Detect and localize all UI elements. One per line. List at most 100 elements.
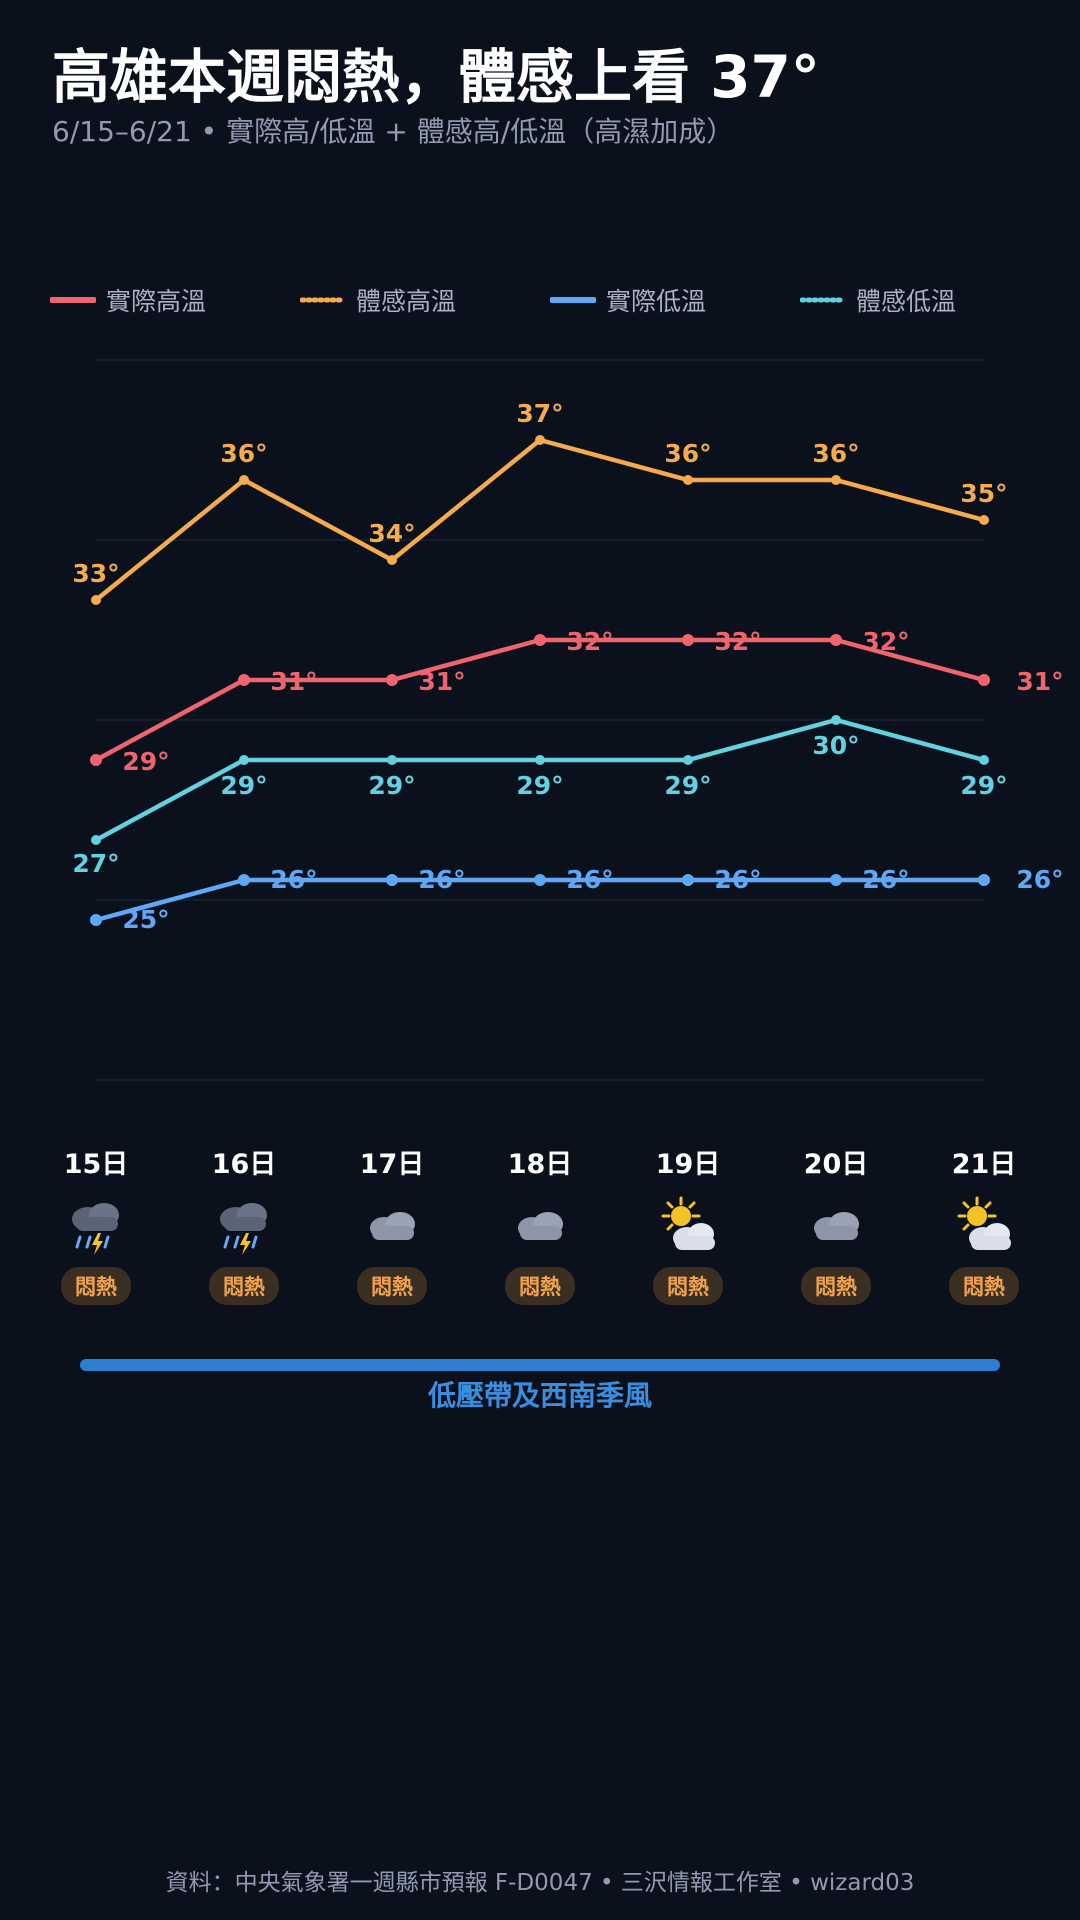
data-label-feels_low: 29° [368, 771, 415, 800]
day-column: 19日悶熱 [628, 1145, 748, 1305]
data-point-actual_high [682, 634, 694, 646]
data-label-feels_high: 36° [664, 439, 711, 468]
data-point-feels_high [831, 475, 841, 485]
legend-item-actual-high: 實際高溫 [50, 280, 206, 320]
day-label: 15日 [63, 1149, 129, 1180]
weather-system-band [80, 1359, 1000, 1371]
data-point-feels_high [91, 595, 101, 605]
data-point-feels_low [683, 755, 693, 765]
data-point-actual_high [238, 674, 250, 686]
data-point-feels_low [91, 835, 101, 845]
data-label-actual_low: 26° [714, 865, 761, 894]
day-column: 20日悶熱 [776, 1145, 896, 1305]
data-point-actual_low [238, 874, 250, 886]
day-column: 17日悶熱 [332, 1145, 452, 1305]
data-point-feels_high [239, 475, 249, 485]
data-label-actual_high: 32° [862, 627, 909, 656]
page-title: 高雄本週悶熱，體感上看 37° [52, 43, 820, 111]
condition-badge: 悶熱 [505, 1267, 575, 1305]
data-label-actual_low: 26° [270, 865, 317, 894]
data-label-feels_low: 30° [812, 731, 859, 760]
data-point-actual_low [830, 874, 842, 886]
data-label-actual_low: 25° [122, 905, 169, 934]
legend-item-actual-low: 實際低溫 [550, 280, 706, 320]
data-label-actual_high: 31° [418, 667, 465, 696]
data-label-actual_high: 32° [566, 627, 613, 656]
condition-badge: 悶熱 [61, 1267, 131, 1305]
temperature-line-chart: 29° 31° 31° 32° 32° 32° 31° 33° 36° 34° 37° 36° 36° 3… [72, 359, 1064, 1081]
data-label-actual_high: 31° [270, 667, 317, 696]
data-label-actual_low: 26° [566, 865, 613, 894]
day-label: 19日 [655, 1149, 721, 1180]
partly-sunny-icon [924, 1191, 1044, 1261]
legend-swatch-actual-high [50, 297, 96, 303]
cloud-icon [332, 1191, 452, 1261]
cloud-icon [480, 1191, 600, 1261]
data-point-feels_high [979, 515, 989, 525]
condition-badge: 悶熱 [357, 1267, 427, 1305]
data-point-feels_high [683, 475, 693, 485]
data-label-feels_high: 36° [220, 439, 267, 468]
data-label-actual_high: 31° [1016, 667, 1063, 696]
data-point-actual_high [830, 634, 842, 646]
day-label: 18日 [507, 1149, 573, 1180]
data-point-feels_high [535, 435, 545, 445]
data-point-actual_high [386, 674, 398, 686]
data-label-feels_high: 36° [812, 439, 859, 468]
data-label-feels_low: 29° [664, 771, 711, 800]
data-label-actual_low: 26° [862, 865, 909, 894]
data-point-actual_high [978, 674, 990, 686]
data-point-feels_low [979, 755, 989, 765]
day-column: 21日 悶熱 [924, 1145, 1044, 1305]
legend-item-feels-low: 體感低溫 [800, 280, 956, 320]
data-label-feels_high: 33° [72, 559, 119, 588]
data-point-actual_low [386, 874, 398, 886]
day-column: 16日悶熱 [184, 1145, 304, 1305]
condition-badge: 悶熱 [653, 1267, 723, 1305]
data-label-actual_high: 32° [714, 627, 761, 656]
data-point-feels_low [831, 715, 841, 725]
data-point-actual_low [534, 874, 546, 886]
data-label-actual_low: 26° [418, 865, 465, 894]
cloud-icon [776, 1191, 896, 1261]
day-label: 20日 [803, 1149, 869, 1180]
legend-label: 實際高溫 [106, 287, 207, 316]
day-column: 18日悶熱 [480, 1145, 600, 1305]
data-point-feels_high [387, 555, 397, 565]
data-point-actual_low [90, 914, 102, 926]
page-subtitle: 6/15–6/21 • 實際高/低溫 + 體感高/低溫（高濕加成） [52, 115, 735, 148]
weather-system-label: 低壓帶及西南季風 [427, 1379, 652, 1412]
data-label-feels_high: 35° [960, 479, 1007, 508]
data-label-feels_low: 29° [516, 771, 563, 800]
source-footer: 資料：中央氣象署一週縣市預報 F-D0047 • 三沢情報工作室 • wizar… [165, 1870, 915, 1896]
data-point-actual_high [534, 634, 546, 646]
day-column: 15日悶熱 [36, 1145, 156, 1305]
data-label-actual_high: 29° [122, 747, 169, 776]
data-label-feels_low: 29° [220, 771, 267, 800]
data-label-feels_high: 34° [368, 519, 415, 548]
data-label-feels_low: 29° [960, 771, 1007, 800]
data-point-actual_low [978, 874, 990, 886]
data-label-feels_high: 37° [516, 399, 563, 428]
condition-badge: 悶熱 [209, 1267, 279, 1305]
partly-sunny-icon [628, 1191, 748, 1261]
data-point-actual_high [90, 754, 102, 766]
legend-swatch-feels-high [300, 297, 346, 303]
legend-swatch-actual-low [550, 297, 596, 303]
data-label-actual_low: 26° [1016, 865, 1063, 894]
thunderstorm-icon [36, 1191, 156, 1261]
legend-label: 體感高溫 [356, 287, 457, 316]
data-point-feels_low [535, 755, 545, 765]
data-label-feels_low: 27° [72, 849, 119, 878]
day-label: 17日 [359, 1149, 425, 1180]
chart-legend: 實際高溫 體感高溫 實際低溫 體感低溫 [50, 280, 1050, 320]
day-label: 16日 [211, 1149, 277, 1180]
data-point-feels_low [239, 755, 249, 765]
legend-item-feels-high: 體感高溫 [300, 280, 456, 320]
thunderstorm-icon [184, 1191, 304, 1261]
day-label: 21日 [951, 1149, 1017, 1180]
condition-badge: 悶熱 [801, 1267, 871, 1305]
data-point-feels_low [387, 755, 397, 765]
legend-swatch-feels-low [800, 297, 846, 303]
legend-label: 體感低溫 [856, 287, 957, 316]
